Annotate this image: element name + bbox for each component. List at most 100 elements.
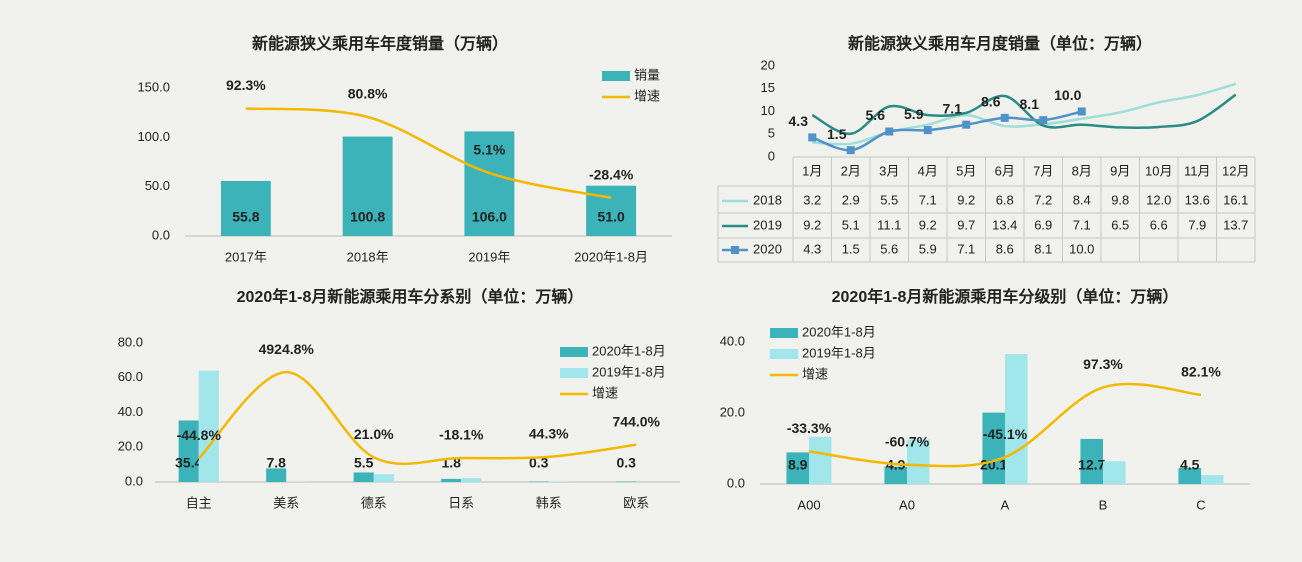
bar: [982, 412, 1005, 484]
bar: [1201, 475, 1224, 484]
x-tick-label: 4月: [918, 163, 938, 178]
point: [923, 126, 932, 135]
table-cell: 13.6: [1185, 192, 1210, 207]
table-cell: 10.0: [1069, 241, 1094, 256]
legend-label: 2019年1-8月: [592, 364, 666, 379]
point: [962, 120, 971, 129]
y-tick-label: 0.0: [152, 227, 170, 242]
bar: [353, 472, 374, 482]
table-cell: 13.7: [1223, 217, 1248, 232]
x-tick-label: 韩系: [536, 495, 562, 510]
chart-title: 2020年1-8月新能源乘用车分级别（单位：万辆）: [832, 287, 1179, 306]
x-tick-label: 2019年: [468, 249, 510, 264]
y-tick-label: 40.0: [720, 333, 745, 348]
growth-label: 80.8%: [348, 86, 388, 102]
growth-label: 97.3%: [1083, 356, 1123, 372]
x-tick-label: 2017年: [225, 249, 267, 264]
bar: [220, 180, 271, 236]
x-tick-label: 8月: [1072, 163, 1092, 178]
y-tick-label: 60.0: [118, 369, 143, 384]
growth-label: -28.4%: [589, 167, 634, 183]
legend-label: 销量: [634, 67, 660, 82]
table-cell: 1.5: [842, 241, 860, 256]
legend-label: 增速: [592, 385, 618, 400]
bar: [907, 439, 930, 484]
bar: [884, 466, 907, 484]
point: [808, 133, 817, 142]
bar-label: 5.5: [354, 455, 374, 471]
table-cell: 9.8: [1111, 192, 1129, 207]
legend-label: 2018: [753, 192, 782, 207]
bar-label: 55.8: [232, 209, 259, 225]
bar: [1005, 354, 1028, 484]
table-cell: 9.2: [803, 217, 821, 232]
growth-label: -33.3%: [787, 420, 832, 436]
bar: [809, 436, 832, 484]
y-tick-label: 20: [761, 57, 775, 72]
series-line: [811, 93, 1237, 136]
x-tick-label: 自主: [186, 495, 212, 510]
y-tick-label: 40.0: [118, 404, 143, 419]
x-tick-label: A0: [899, 497, 915, 512]
bar: [178, 420, 199, 482]
y-tick-label: 0.0: [125, 473, 143, 488]
x-tick-label: 3月: [879, 163, 899, 178]
growth-line: [808, 382, 1202, 468]
point: [1039, 116, 1048, 125]
legend-label: 2020年1-8月: [802, 324, 876, 339]
chart-title: 新能源狭义乘用车年度销量（万辆）: [252, 34, 508, 53]
bar-label: 35.4: [175, 455, 202, 471]
point-label: 7.1: [943, 100, 963, 116]
legend-swatch: [770, 328, 798, 338]
y-tick-label: 150.0: [137, 79, 170, 94]
x-tick-label: B: [1099, 497, 1108, 512]
bar: [616, 481, 637, 482]
table-cell: 8.1: [1034, 241, 1052, 256]
table-cell: 13.4: [992, 217, 1017, 232]
x-tick-label: 欧系: [623, 495, 649, 510]
bar-label: 8.9: [788, 457, 808, 473]
bar: [373, 474, 394, 482]
table-cell: 6.8: [996, 192, 1014, 207]
chart-title: 新能源狭义乘用车月度销量（单位：万辆）: [848, 34, 1152, 53]
bar-label: 7.8: [266, 455, 286, 471]
growth-label: 744.0%: [613, 413, 661, 429]
point-label: 5.6: [866, 107, 886, 123]
y-tick-label: 0.0: [727, 475, 745, 490]
y-tick-label: 80.0: [118, 334, 143, 349]
x-tick-label: 德系: [361, 495, 387, 510]
legend-label: 2019: [753, 217, 782, 232]
bar-label: 100.8: [350, 209, 385, 225]
x-tick-label: 2月: [841, 163, 861, 178]
x-tick-label: 11月: [1184, 163, 1211, 178]
bar: [786, 452, 809, 484]
x-tick-label: 日系: [448, 495, 474, 510]
table-cell: 12.0: [1146, 192, 1171, 207]
legend-label: 增速: [634, 88, 660, 103]
growth-label: -18.1%: [439, 427, 484, 443]
table-cell: 8.6: [996, 241, 1014, 256]
y-tick-label: 50.0: [145, 178, 170, 193]
y-tick-label: 0: [768, 148, 775, 163]
bar-label: 106.0: [472, 209, 507, 225]
growth-label: 44.3%: [529, 426, 569, 442]
table-cell: 5.5: [880, 192, 898, 207]
y-tick-label: 10: [761, 103, 775, 118]
chart-title: 2020年1-8月新能源乘用车分系别（单位：万辆）: [237, 287, 584, 306]
x-tick-label: 6月: [995, 163, 1015, 178]
x-tick-label: 7月: [1033, 163, 1053, 178]
point: [846, 146, 855, 155]
growth-label: -45.1%: [983, 426, 1028, 442]
x-tick-label: 10月: [1145, 163, 1172, 178]
table-cell: 11.1: [877, 217, 901, 232]
bar-label: 4.5: [1180, 457, 1200, 473]
x-tick-label: A00: [797, 497, 820, 512]
legend-label: 增速: [802, 366, 828, 381]
growth-label: -60.7%: [885, 433, 930, 449]
table-cell: 7.1: [919, 192, 937, 207]
legend-label: 2020: [753, 241, 782, 256]
table-cell: 3.2: [803, 192, 821, 207]
bar: [464, 131, 515, 236]
